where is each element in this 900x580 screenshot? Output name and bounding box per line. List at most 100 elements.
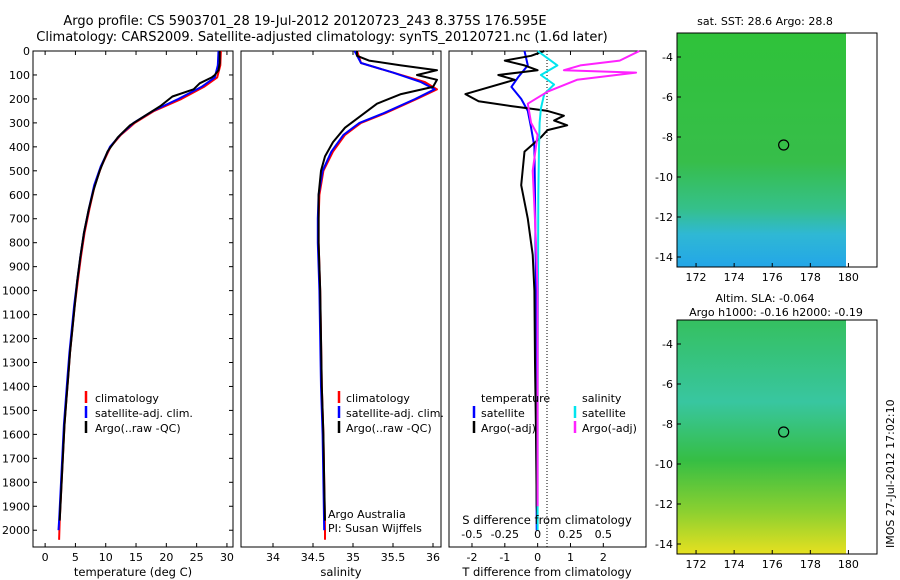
series-line-argo-raw-qc- <box>58 51 221 521</box>
y-tick-label: 2000 <box>2 524 30 537</box>
map-y-tick-label: -6 <box>662 378 673 391</box>
legend-label-climatology: climatology <box>346 392 410 405</box>
x-tick-label: -2 <box>466 551 477 564</box>
header-line-2: Climatology: CARS2009. Satellite-adjuste… <box>36 30 608 45</box>
x-tick-label: -1 <box>499 551 510 564</box>
y-tick-label: 1700 <box>2 452 30 465</box>
map-y-tick-label: -10 <box>655 171 673 184</box>
legend-label-argo: Argo(..raw -QC) <box>95 422 181 435</box>
y-tick-label: 300 <box>9 117 30 130</box>
y-tick-label: 1800 <box>2 476 30 489</box>
series-line-satellite <box>510 50 538 531</box>
series-line-argo-raw-qc- <box>317 51 438 521</box>
y-tick-label: 1300 <box>2 356 30 369</box>
salinity-legend: climatology satellite-adj. clim. Argo(..… <box>337 391 444 435</box>
sst-map-panel: sat. SST: 28.6 Argo: 28.8 172 174 176 178 18… <box>655 15 878 284</box>
map-y-tick-label: -14 <box>655 251 673 264</box>
map-x-tick-label: 172 <box>686 271 707 284</box>
x-tick-label: 2 <box>600 551 607 564</box>
temperature-legend: climatology satellite-adj. clim. Argo(..… <box>84 391 193 435</box>
y-tick-label: 100 <box>9 69 30 82</box>
profile-location-marker <box>778 426 790 438</box>
timestamp-stamp: IMOS 27-Jul-2012 17:02:10 <box>884 399 897 548</box>
map-y-tick-label: -8 <box>662 131 673 144</box>
legend-label-argo: Argo(..raw -QC) <box>346 422 432 435</box>
legend-label-t-argo: Argo(-adj) <box>481 422 536 435</box>
series-line-satellite-adj-clim- <box>316 50 436 531</box>
series-line-climatology <box>317 50 438 540</box>
series-line-satellite <box>536 50 559 531</box>
legend-label-t-satellite: satellite <box>481 407 525 420</box>
x-tick-label: 15 <box>129 551 143 564</box>
sst-heatmap-field <box>677 33 846 267</box>
y-tick-label: 400 <box>9 141 30 154</box>
y-tick-label: 500 <box>9 165 30 178</box>
top-tick-label: -0.5 <box>461 528 482 541</box>
map-y-tick-label: -12 <box>655 498 673 511</box>
x-tick-label: 35 <box>346 551 360 564</box>
profile-location-marker <box>778 139 790 151</box>
x-tick-label: 36 <box>426 551 440 564</box>
difference-panel: -2 -1 0 1 2 T difference from climatology S … <box>448 50 647 579</box>
y-tick-label: 800 <box>9 237 30 250</box>
y-tick-label: 1200 <box>2 333 30 346</box>
top-tick-label: 0.25 <box>558 528 583 541</box>
map-x-tick-label: 178 <box>800 558 821 571</box>
map-x-tick-label: 174 <box>724 271 745 284</box>
legend-label-satellite-adj: satellite-adj. clim. <box>95 407 193 420</box>
temperature-panel: 0 5 10 15 20 25 300100200300400500600700800900… <box>2 45 234 579</box>
y-tick-label: 1900 <box>2 500 30 513</box>
map-x-tick-label: 178 <box>800 271 821 284</box>
x-tick-label: 25 <box>190 551 204 564</box>
x-tick-label: 35.5 <box>381 551 406 564</box>
y-tick-label: 1600 <box>2 428 30 441</box>
salinity-axes-box <box>240 50 442 548</box>
difference-axes-box <box>448 50 647 548</box>
map-x-tick-label: 180 <box>838 271 859 284</box>
difference-xlabel: T difference from climatology <box>461 565 632 579</box>
map-y-tick-label: -4 <box>662 51 673 64</box>
x-tick-label: 5 <box>72 551 79 564</box>
header-line-1: Argo profile: CS 5903701_28 19-Jul-2012 … <box>63 14 546 29</box>
sla-map-panel: Altim. SLA: -0.064 Argo h1000: -0.16 h20… <box>655 292 878 571</box>
legend-label-s-argo: Argo(-adj) <box>582 422 637 435</box>
x-tick-label: 0 <box>42 551 49 564</box>
x-tick-label: 34.5 <box>301 551 326 564</box>
map-y-tick-label: -4 <box>662 338 673 351</box>
legend-label-s-satellite: satellite <box>582 407 626 420</box>
map-x-tick-label: 180 <box>838 558 859 571</box>
map-y-tick-label: -10 <box>655 458 673 471</box>
y-tick-label: 1400 <box>2 380 30 393</box>
x-tick-label: 20 <box>159 551 173 564</box>
map-y-tick-label: -8 <box>662 418 673 431</box>
map-y-tick-label: -14 <box>655 538 673 551</box>
temperature-xlabel: temperature (deg C) <box>74 565 192 579</box>
x-tick-label: 30 <box>220 551 234 564</box>
x-tick-label: 1 <box>567 551 574 564</box>
y-tick-label: 200 <box>9 93 30 106</box>
map-x-tick-label: 174 <box>724 558 745 571</box>
y-tick-label: 0 <box>23 45 30 58</box>
y-tick-label: 900 <box>9 261 30 274</box>
sla-map-box <box>676 319 878 555</box>
legend-header-salinity: salinity <box>582 392 622 405</box>
x-tick-label: 10 <box>99 551 113 564</box>
annotation-line-1: Argo Australia <box>328 508 406 521</box>
salinity-xlabel: salinity <box>320 565 361 579</box>
series-line-argo-adj- <box>464 50 569 521</box>
sla-heatmap-field <box>677 320 846 554</box>
legend-header-temperature: temperature <box>481 392 550 405</box>
series-line-climatology <box>58 50 222 540</box>
x-tick-label: 0 <box>534 551 541 564</box>
annotation-line-2: PI: Susan Wijffels <box>328 522 422 535</box>
y-tick-label: 600 <box>9 189 30 202</box>
map-x-tick-label: 176 <box>762 558 783 571</box>
top-tick-label: 0 <box>534 528 541 541</box>
sla-map-title: Altim. SLA: -0.064 <box>715 292 814 305</box>
difference-legend: temperature salinity satellite Argo(-adj… <box>472 392 637 435</box>
sla-map-subtitle: Argo h1000: -0.16 h2000: -0.19 <box>689 306 863 319</box>
legend-label-satellite-adj: satellite-adj. clim. <box>346 407 444 420</box>
series-line-argo-adj- <box>526 50 640 507</box>
x-tick-label: 34 <box>266 551 280 564</box>
